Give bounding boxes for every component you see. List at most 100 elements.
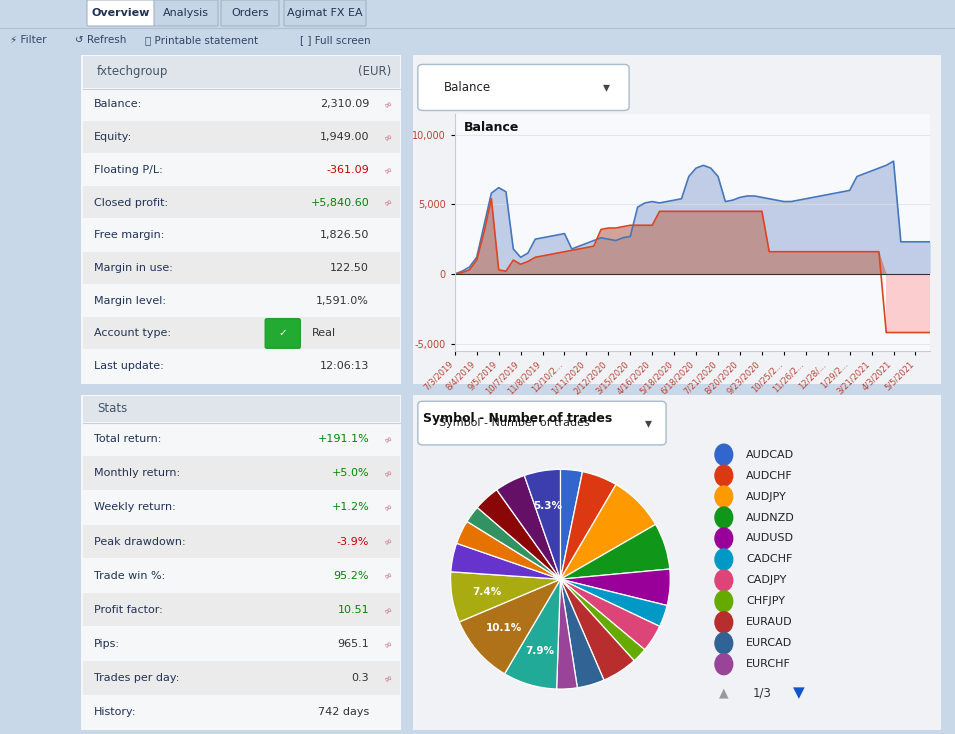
Text: [ ] Full screen: [ ] Full screen	[300, 35, 371, 45]
Bar	[83, 317, 399, 349]
Text: ✓: ✓	[278, 329, 287, 338]
Text: ▾: ▾	[603, 81, 609, 95]
Bar	[83, 252, 399, 284]
Wedge shape	[456, 521, 561, 579]
Text: AUDCAD: AUDCAD	[746, 450, 795, 459]
Text: (EUR): (EUR)	[358, 65, 392, 79]
Wedge shape	[557, 579, 578, 689]
Wedge shape	[467, 507, 561, 579]
Text: ∞: ∞	[382, 196, 394, 209]
Bar	[83, 396, 399, 423]
Wedge shape	[561, 579, 645, 661]
Text: Balance: Balance	[444, 81, 492, 94]
Text: EURCAD: EURCAD	[746, 639, 793, 648]
Text: ∞: ∞	[382, 535, 394, 548]
Text: Profit factor:: Profit factor:	[94, 605, 162, 615]
Text: EURCHF: EURCHF	[746, 659, 791, 669]
Wedge shape	[504, 579, 561, 689]
Text: ∞: ∞	[382, 570, 394, 582]
Text: Account type:: Account type:	[94, 329, 171, 338]
FancyBboxPatch shape	[154, 0, 218, 26]
Wedge shape	[561, 569, 670, 606]
Text: AUDCHF: AUDCHF	[746, 470, 793, 481]
Wedge shape	[561, 579, 660, 650]
FancyBboxPatch shape	[79, 53, 403, 385]
Bar	[83, 457, 399, 490]
Text: ∞: ∞	[382, 501, 394, 514]
Circle shape	[715, 549, 732, 570]
Text: Analysis: Analysis	[163, 8, 209, 18]
Text: 122.50: 122.50	[330, 263, 369, 273]
Bar	[83, 490, 399, 524]
Text: Trade win %:: Trade win %:	[94, 571, 165, 581]
Text: ▼: ▼	[793, 686, 804, 700]
FancyBboxPatch shape	[79, 393, 403, 732]
Text: 7.4%: 7.4%	[472, 586, 501, 597]
Bar	[83, 219, 399, 251]
Circle shape	[715, 465, 732, 486]
Text: Symbol - Number of trades: Symbol - Number of trades	[423, 413, 612, 426]
FancyBboxPatch shape	[418, 65, 629, 111]
Bar	[83, 88, 399, 120]
Wedge shape	[451, 543, 561, 579]
Text: 0.3: 0.3	[351, 673, 369, 683]
Wedge shape	[561, 484, 656, 579]
Text: ∞: ∞	[382, 467, 394, 479]
Circle shape	[715, 654, 732, 675]
Bar	[83, 593, 399, 626]
Text: 1,949.00: 1,949.00	[320, 132, 369, 142]
FancyBboxPatch shape	[410, 393, 944, 732]
Circle shape	[715, 612, 732, 633]
Text: Last update:: Last update:	[94, 361, 163, 371]
Text: 10.1%: 10.1%	[486, 623, 522, 633]
Text: ▾: ▾	[645, 416, 652, 430]
Text: Real: Real	[311, 329, 335, 338]
Text: ∞: ∞	[382, 433, 394, 446]
Text: ∞: ∞	[382, 131, 394, 144]
FancyBboxPatch shape	[284, 0, 366, 26]
Text: 742 days: 742 days	[318, 708, 369, 717]
Wedge shape	[478, 490, 561, 579]
Text: 7.9%: 7.9%	[525, 646, 554, 656]
Circle shape	[715, 591, 732, 612]
FancyBboxPatch shape	[265, 319, 300, 349]
Bar	[83, 661, 399, 694]
Text: Equity:: Equity:	[94, 132, 132, 142]
Bar	[83, 525, 399, 558]
Text: 95.2%: 95.2%	[333, 571, 369, 581]
Text: Overview: Overview	[92, 8, 150, 18]
Text: Monthly return:: Monthly return:	[94, 468, 180, 479]
Text: +5.0%: +5.0%	[331, 468, 369, 479]
Bar	[83, 695, 399, 729]
Circle shape	[715, 528, 732, 549]
Text: Pips:: Pips:	[94, 639, 120, 649]
Circle shape	[715, 633, 732, 654]
Bar	[83, 153, 399, 186]
Text: +5,840.60: +5,840.60	[310, 197, 369, 208]
Text: Peak drawdown:: Peak drawdown:	[94, 537, 185, 547]
Bar	[83, 57, 399, 89]
Wedge shape	[497, 476, 561, 579]
Text: -361.09: -361.09	[327, 165, 369, 175]
Text: CHFJPY: CHFJPY	[746, 596, 785, 606]
Text: ∞: ∞	[382, 672, 394, 685]
Text: 1,826.50: 1,826.50	[320, 230, 369, 240]
Circle shape	[715, 507, 732, 528]
Text: Trades per day:: Trades per day:	[94, 673, 180, 683]
Text: History:: History:	[94, 708, 137, 717]
Circle shape	[715, 444, 732, 465]
Text: 10.51: 10.51	[337, 605, 369, 615]
Text: Floating P/L:: Floating P/L:	[94, 165, 162, 175]
Text: Stats: Stats	[97, 402, 127, 415]
Wedge shape	[459, 579, 561, 674]
Text: ↺ Refresh: ↺ Refresh	[75, 35, 126, 45]
Text: Agimat FX EA: Agimat FX EA	[287, 8, 363, 18]
Text: Weekly return:: Weekly return:	[94, 503, 176, 512]
Text: ∞: ∞	[382, 164, 394, 176]
Wedge shape	[524, 469, 561, 579]
Text: ∞: ∞	[382, 638, 394, 650]
Text: ∞: ∞	[382, 603, 394, 617]
Text: 2,310.09: 2,310.09	[320, 100, 369, 109]
Text: ∞: ∞	[382, 98, 394, 111]
Bar	[83, 186, 399, 218]
